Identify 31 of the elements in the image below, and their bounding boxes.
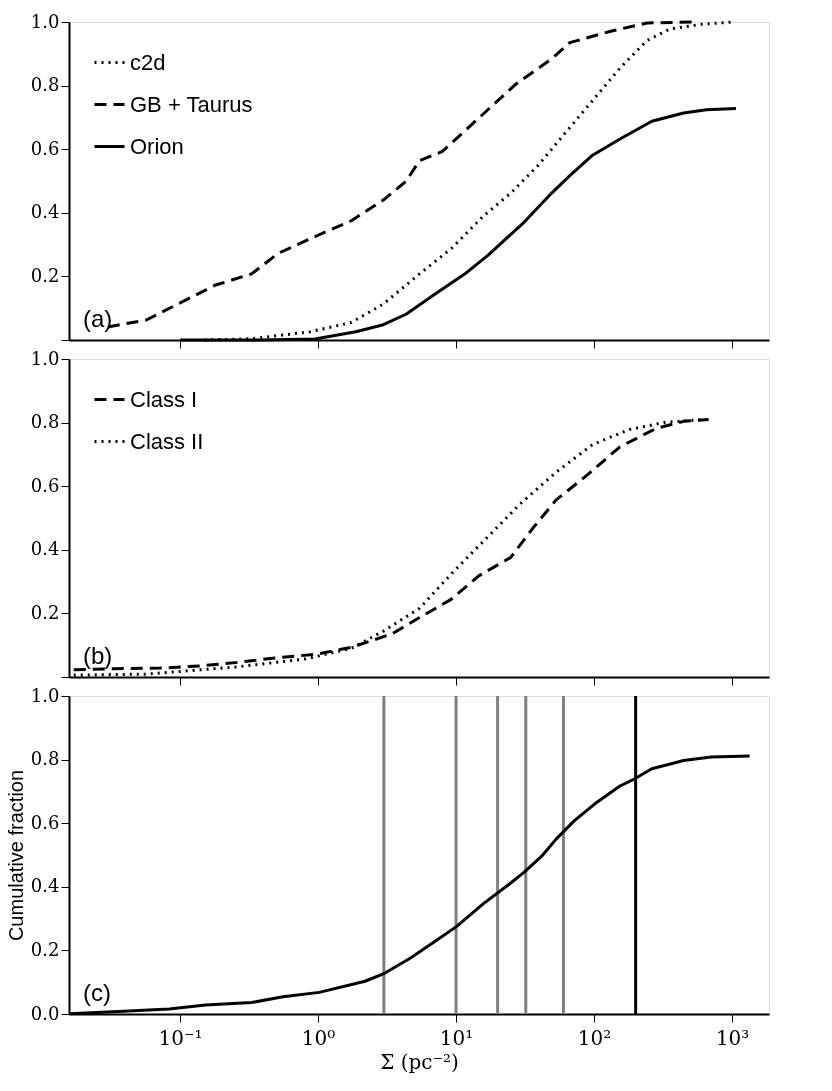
y-tick-label: 1.0	[30, 10, 60, 32]
legend-label: Class II	[130, 428, 204, 454]
legend-label: Orion	[130, 133, 184, 159]
y-tick-label: 1.0	[30, 684, 60, 706]
x-tick-label: 10⁰	[301, 1025, 336, 1050]
x-tick-label: 10³	[715, 1025, 750, 1050]
annotation: (b)	[83, 642, 113, 669]
y-tick-label: 0.8	[30, 748, 60, 770]
y-tick-label: 0.6	[30, 811, 60, 833]
legend-label: c2d	[130, 49, 166, 75]
y-tick-label: 0.4	[30, 538, 60, 560]
y-tick-label: 0.4	[30, 875, 60, 897]
y-axis-title: Cumulative fraction	[4, 769, 27, 942]
annotation: (c)	[83, 979, 111, 1006]
y-tick-label: 0.6	[30, 137, 60, 159]
y-tick-label: 0.4	[30, 201, 60, 223]
y-tick-label: 0.6	[30, 474, 60, 496]
y-tick-label: 0.8	[30, 411, 60, 433]
y-tick-label: 0.2	[30, 601, 60, 623]
x-tick-label: 10¹	[439, 1025, 474, 1050]
y-tick-label: 0.2	[30, 264, 60, 286]
y-tick-label: 0.8	[30, 74, 60, 96]
x-tick-label: 10²	[577, 1025, 612, 1050]
legend-label: GB + Taurus	[130, 91, 253, 117]
x-axis-title: Σ (pc⁻²)	[380, 1049, 459, 1074]
annotation: (a)	[83, 305, 113, 332]
y-tick-label: 0.0	[30, 1002, 60, 1024]
x-tick-label: 10⁻¹	[158, 1025, 203, 1050]
legend-label: Class I	[130, 386, 198, 412]
y-tick-label: 1.0	[30, 347, 60, 369]
y-tick-label: 0.2	[30, 938, 60, 960]
